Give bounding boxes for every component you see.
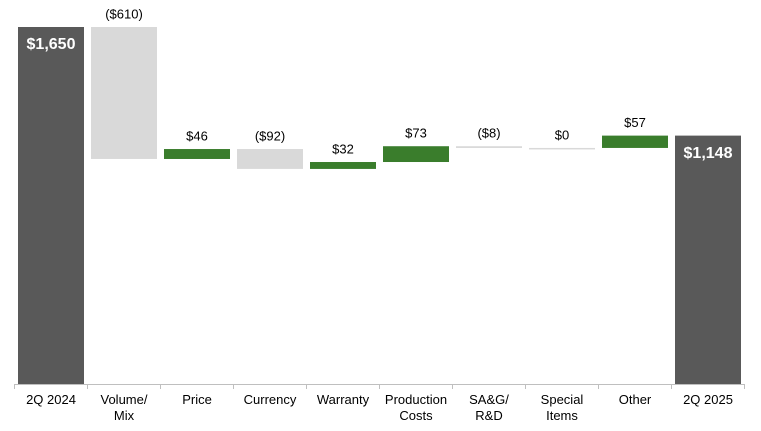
value-label: $1,650 [27, 36, 76, 53]
bar [237, 149, 303, 169]
x-tick-label-line: Production [385, 392, 447, 407]
bar [18, 27, 84, 384]
x-tick-label-line: Items [546, 408, 578, 423]
x-tick-label-line: 2Q 2024 [26, 392, 76, 407]
x-tick-label: 2Q 2025 [683, 392, 733, 407]
x-tick-label-line: Costs [399, 408, 433, 423]
value-label: ($92) [255, 128, 285, 143]
bar [675, 135, 741, 384]
value-label: ($610) [105, 6, 143, 21]
x-tick-label: Volume/Mix [101, 392, 148, 423]
x-tick-label-line: Warranty [317, 392, 370, 407]
bar [529, 147, 595, 150]
bar [310, 162, 376, 169]
value-label: $73 [405, 126, 427, 141]
x-tick-label-line: SA&G/ [469, 392, 509, 407]
x-tick-label-line: 2Q 2025 [683, 392, 733, 407]
x-tick-label-line: Special [541, 392, 584, 407]
x-tick-label: Other [619, 392, 652, 407]
bar [383, 146, 449, 163]
value-label: $57 [624, 115, 646, 130]
x-tick-label: SA&G/R&D [469, 392, 509, 423]
bar [164, 149, 230, 159]
x-tick-label-line: Price [182, 392, 212, 407]
value-label: $1,148 [684, 145, 733, 162]
x-tick-label: Production Costs [385, 392, 447, 423]
value-label: $0 [555, 127, 569, 142]
value-label: ($8) [477, 126, 500, 141]
x-tick-label-line: Currency [244, 392, 297, 407]
x-tick-label-line: Other [619, 392, 652, 407]
bar [602, 135, 668, 148]
x-tick-label: Warranty [317, 392, 370, 407]
x-tick-label-line: R&D [475, 408, 502, 423]
bar [91, 27, 157, 159]
x-tick-label-line: Volume/ [101, 392, 148, 407]
x-tick-label: Currency [244, 392, 297, 407]
x-tick-label: 2Q 2024 [26, 392, 76, 407]
value-label: $32 [332, 141, 354, 156]
x-tick-label-line: Mix [114, 408, 135, 423]
value-label: $46 [186, 128, 208, 143]
bar [456, 146, 522, 148]
x-tick-label: Special Items [541, 392, 584, 423]
x-tick-label: Price [182, 392, 212, 407]
